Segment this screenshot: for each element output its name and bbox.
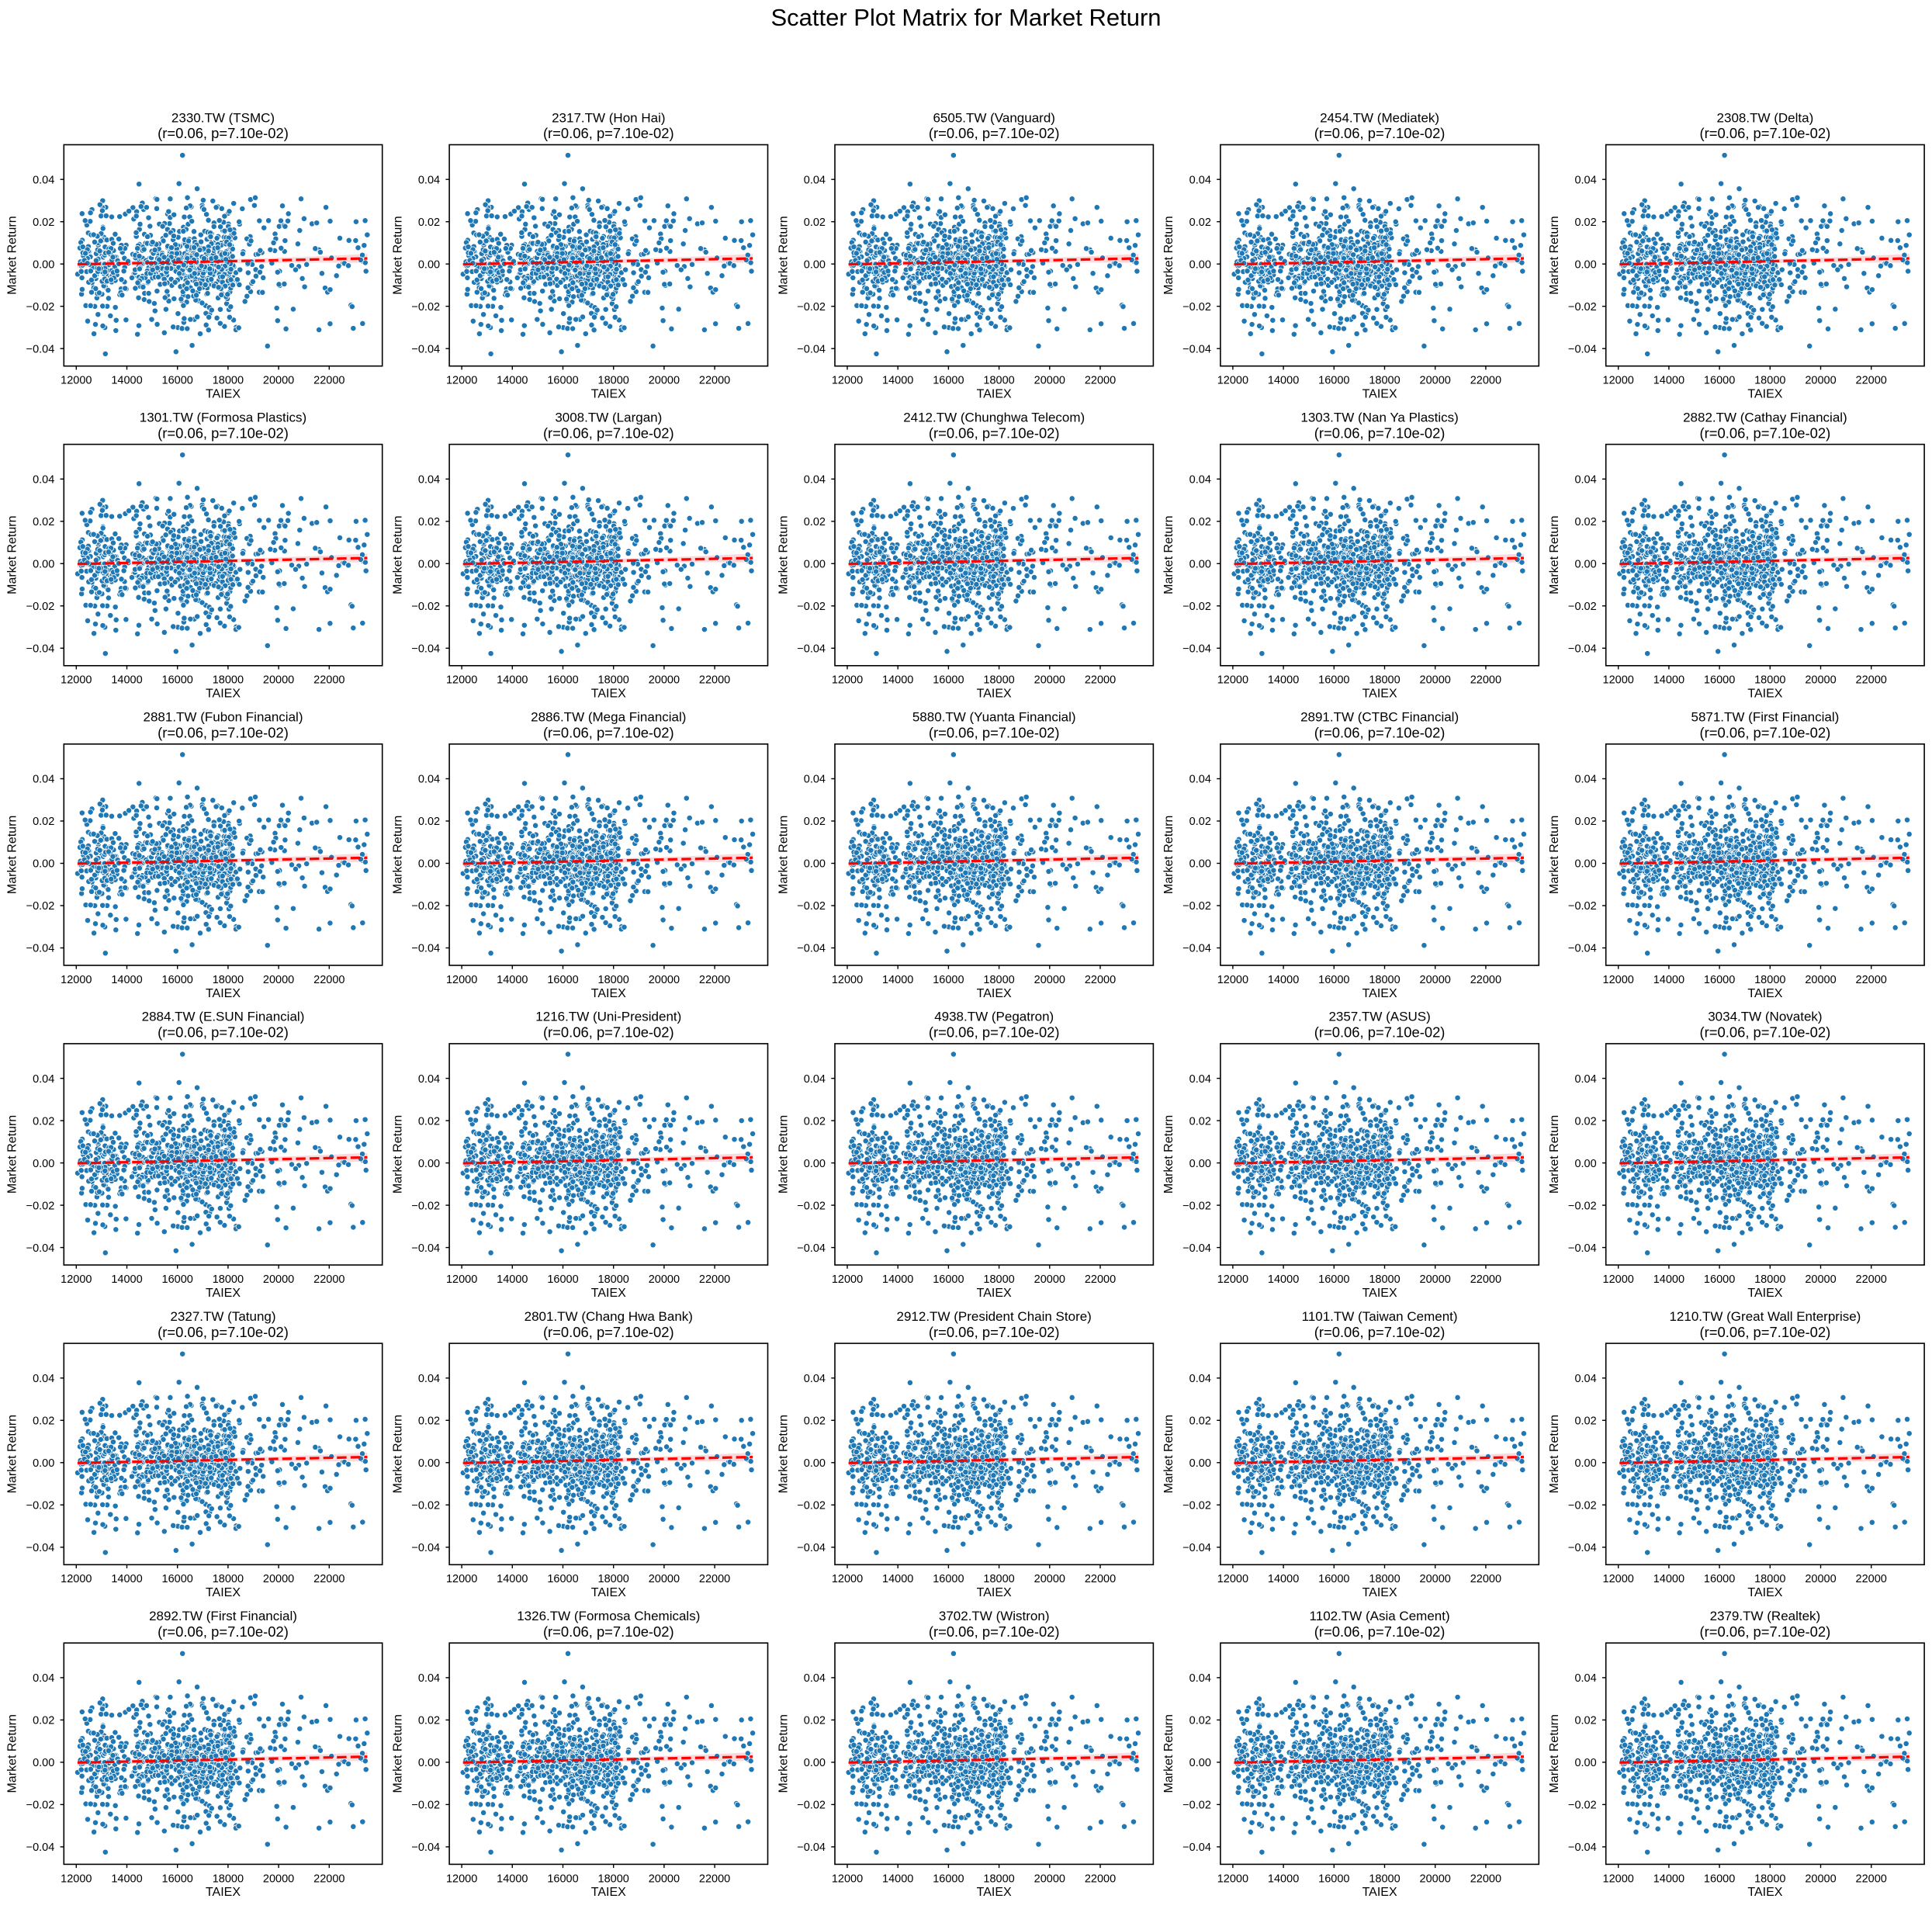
svg-text:2308.TW (Delta): 2308.TW (Delta): [1717, 110, 1814, 125]
svg-text:(r=0.06, p=7.10e-02): (r=0.06, p=7.10e-02): [158, 424, 289, 441]
svg-text:(r=0.06, p=7.10e-02): (r=0.06, p=7.10e-02): [929, 424, 1060, 441]
svg-text:(r=0.06, p=7.10e-02): (r=0.06, p=7.10e-02): [543, 1024, 674, 1041]
svg-text:2412.TW (Chunghwa Telecom): 2412.TW (Chunghwa Telecom): [903, 410, 1085, 424]
svg-text:(r=0.06, p=7.10e-02): (r=0.06, p=7.10e-02): [1314, 1324, 1446, 1340]
svg-text:2317.TW (Hon Hai): 2317.TW (Hon Hai): [552, 110, 665, 125]
svg-text:2357.TW (ASUS): 2357.TW (ASUS): [1328, 1010, 1430, 1024]
svg-text:3008.TW (Largan): 3008.TW (Largan): [555, 410, 662, 424]
svg-text:(r=0.06, p=7.10e-02): (r=0.06, p=7.10e-02): [929, 125, 1060, 141]
svg-text:1210.TW (Great Wall Enterprise: 1210.TW (Great Wall Enterprise): [1669, 1309, 1861, 1324]
svg-text:3702.TW (Wistron): 3702.TW (Wistron): [939, 1609, 1050, 1623]
svg-text:(r=0.06, p=7.10e-02): (r=0.06, p=7.10e-02): [929, 725, 1060, 741]
svg-text:2454.TW (Mediatek): 2454.TW (Mediatek): [1320, 110, 1439, 125]
svg-text:3034.TW (Novatek): 3034.TW (Novatek): [1708, 1010, 1822, 1024]
svg-text:(r=0.06, p=7.10e-02): (r=0.06, p=7.10e-02): [929, 1623, 1060, 1640]
svg-text:(r=0.06, p=7.10e-02): (r=0.06, p=7.10e-02): [543, 424, 674, 441]
svg-text:2892.TW (First Financial): 2892.TW (First Financial): [149, 1609, 297, 1623]
svg-text:5871.TW (First Financial): 5871.TW (First Financial): [1691, 710, 1839, 725]
svg-text:(r=0.06, p=7.10e-02): (r=0.06, p=7.10e-02): [158, 1024, 289, 1041]
svg-text:(r=0.06, p=7.10e-02): (r=0.06, p=7.10e-02): [158, 1623, 289, 1640]
svg-text:(r=0.06, p=7.10e-02): (r=0.06, p=7.10e-02): [158, 125, 289, 141]
svg-text:(r=0.06, p=7.10e-02): (r=0.06, p=7.10e-02): [1700, 424, 1831, 441]
svg-text:(r=0.06, p=7.10e-02): (r=0.06, p=7.10e-02): [1700, 125, 1831, 141]
svg-text:(r=0.06, p=7.10e-02): (r=0.06, p=7.10e-02): [1314, 424, 1446, 441]
svg-text:(r=0.06, p=7.10e-02): (r=0.06, p=7.10e-02): [1314, 1024, 1446, 1041]
svg-text:2882.TW (Cathay Financial): 2882.TW (Cathay Financial): [1683, 410, 1847, 424]
svg-text:(r=0.06, p=7.10e-02): (r=0.06, p=7.10e-02): [543, 125, 674, 141]
svg-text:(r=0.06, p=7.10e-02): (r=0.06, p=7.10e-02): [929, 1324, 1060, 1340]
svg-text:2379.TW (Realtek): 2379.TW (Realtek): [1710, 1609, 1821, 1623]
svg-text:(r=0.06, p=7.10e-02): (r=0.06, p=7.10e-02): [543, 1623, 674, 1640]
svg-text:5880.TW (Yuanta Financial): 5880.TW (Yuanta Financial): [912, 710, 1076, 725]
svg-text:6505.TW (Vanguard): 6505.TW (Vanguard): [933, 110, 1054, 125]
svg-text:2881.TW (Fubon Financial): 2881.TW (Fubon Financial): [144, 710, 303, 725]
svg-text:1303.TW (Nan Ya Plastics): 1303.TW (Nan Ya Plastics): [1300, 410, 1458, 424]
svg-text:Scatter Plot Matrix for Market: Scatter Plot Matrix for Market Return: [770, 4, 1161, 31]
svg-text:1102.TW (Asia Cement): 1102.TW (Asia Cement): [1310, 1609, 1450, 1623]
svg-text:(r=0.06, p=7.10e-02): (r=0.06, p=7.10e-02): [1700, 725, 1831, 741]
svg-text:(r=0.06, p=7.10e-02): (r=0.06, p=7.10e-02): [158, 725, 289, 741]
svg-text:4938.TW (Pegatron): 4938.TW (Pegatron): [934, 1010, 1054, 1024]
svg-text:(r=0.06, p=7.10e-02): (r=0.06, p=7.10e-02): [1700, 1024, 1831, 1041]
svg-text:(r=0.06, p=7.10e-02): (r=0.06, p=7.10e-02): [1314, 725, 1446, 741]
svg-text:(r=0.06, p=7.10e-02): (r=0.06, p=7.10e-02): [1700, 1324, 1831, 1340]
svg-text:1101.TW (Taiwan Cement): 1101.TW (Taiwan Cement): [1302, 1309, 1458, 1324]
svg-text:2327.TW (Tatung): 2327.TW (Tatung): [170, 1309, 275, 1324]
svg-text:2886.TW (Mega Financial): 2886.TW (Mega Financial): [531, 710, 686, 725]
svg-text:1301.TW (Formosa Plastics): 1301.TW (Formosa Plastics): [140, 410, 306, 424]
svg-text:2330.TW (TSMC): 2330.TW (TSMC): [171, 110, 275, 125]
svg-text:(r=0.06, p=7.10e-02): (r=0.06, p=7.10e-02): [543, 1324, 674, 1340]
svg-text:2912.TW (President Chain Store: 2912.TW (President Chain Store): [897, 1309, 1092, 1324]
svg-text:2891.TW (CTBC Financial): 2891.TW (CTBC Financial): [1300, 710, 1459, 725]
svg-text:(r=0.06, p=7.10e-02): (r=0.06, p=7.10e-02): [929, 1024, 1060, 1041]
svg-text:(r=0.06, p=7.10e-02): (r=0.06, p=7.10e-02): [1314, 125, 1446, 141]
svg-text:2801.TW (Chang Hwa Bank): 2801.TW (Chang Hwa Bank): [525, 1309, 693, 1324]
svg-text:(r=0.06, p=7.10e-02): (r=0.06, p=7.10e-02): [1700, 1623, 1831, 1640]
svg-text:1216.TW (Uni-President): 1216.TW (Uni-President): [535, 1010, 681, 1024]
svg-text:(r=0.06, p=7.10e-02): (r=0.06, p=7.10e-02): [1314, 1623, 1446, 1640]
svg-text:(r=0.06, p=7.10e-02): (r=0.06, p=7.10e-02): [543, 725, 674, 741]
svg-text:2884.TW (E.SUN Financial): 2884.TW (E.SUN Financial): [142, 1010, 305, 1024]
svg-text:(r=0.06, p=7.10e-02): (r=0.06, p=7.10e-02): [158, 1324, 289, 1340]
svg-text:1326.TW (Formosa Chemicals): 1326.TW (Formosa Chemicals): [517, 1609, 700, 1623]
